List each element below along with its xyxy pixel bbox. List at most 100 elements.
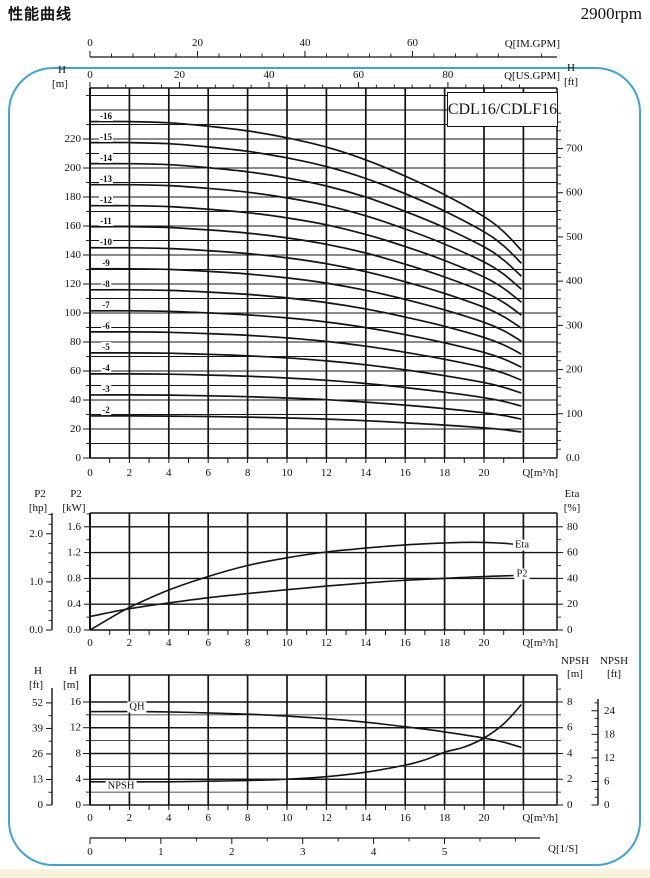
tick-label: 12 (604, 752, 615, 764)
tick-label: 10 (282, 812, 294, 824)
head-curve-stage13 (89, 183, 522, 290)
tick-label: 220 (65, 133, 82, 145)
head-curve-stage9 (89, 267, 522, 342)
head-curve-stage16 (89, 120, 523, 251)
tick-label: 20 (479, 812, 491, 824)
p2-curve (89, 574, 514, 618)
tick-label: 16 (400, 467, 412, 479)
tick-label: 5 (442, 846, 448, 858)
tick-label: 8 (245, 637, 251, 649)
q-im-gpm-axis-label: Q[IM.GPM] (504, 38, 560, 50)
tick-label: 12 (321, 812, 332, 824)
eta-curve (89, 541, 522, 631)
tick-label: 8 (76, 747, 82, 759)
tick-label: 180 (65, 191, 82, 203)
head-curve-stage5 (89, 352, 522, 394)
tick-label: 4 (166, 467, 172, 479)
tick-label: 40 (567, 572, 579, 584)
stage-label--6: -6 (101, 320, 111, 331)
tick-label: 0.0 (29, 624, 43, 636)
tick-label: 12 (321, 467, 332, 479)
tick-label: 18 (604, 728, 616, 740)
q-m3h-axis-label-main: Q[m³/h] (522, 467, 558, 479)
tick-label: 2 (127, 812, 133, 824)
stage-label--12: -12 (99, 194, 113, 205)
tick-label: 52 (32, 697, 43, 709)
tick-label: 6 (205, 637, 211, 649)
tick-label: 1.0 (29, 576, 43, 588)
tick-label: 40 (263, 69, 275, 81)
tick-label: 40 (299, 37, 311, 49)
npsh-m-axis-unit: [m] (567, 668, 583, 680)
tick-label: 18 (439, 637, 451, 649)
tick-label: 2 (229, 846, 235, 858)
head-curve-stage11 (89, 225, 522, 316)
tick-label: 8 (245, 812, 251, 824)
tick-label: 20 (479, 637, 491, 649)
q-ls-axis: 0 1 2 3 4 5 (87, 837, 540, 858)
stage-label--11: -11 (99, 215, 113, 226)
h-ft-axis-unit: [ft] (563, 76, 579, 88)
bottom-h-ft-axis-unit: [ft] (28, 679, 44, 691)
tick-label: 2 (567, 773, 573, 785)
tick-label: 0 (76, 799, 82, 811)
tick-label: 13 (32, 773, 44, 785)
tick-label: 16 (400, 637, 412, 649)
stage-label--8: -8 (101, 278, 111, 289)
tick-label: 10 (282, 637, 294, 649)
p2-kw-axis-unit: [kW] (62, 502, 86, 514)
stage-label--9: -9 (101, 257, 111, 268)
tick-label: 200 (566, 364, 583, 376)
stage-label--3: -3 (101, 383, 111, 394)
tick-label: 80 (70, 336, 82, 348)
tick-label: 6 (567, 722, 573, 734)
page-title: 性能曲线 (8, 5, 73, 23)
q-ls-axis-label: Q[1/S] (548, 843, 578, 855)
npsh-curve (89, 703, 523, 783)
stage-label--16: -16 (99, 110, 113, 121)
stage-label--15: -15 (99, 131, 113, 142)
h-ft-axis-label: H (567, 62, 575, 74)
tick-label: 4 (166, 812, 172, 824)
tick-label: 0 (87, 637, 93, 649)
head-curve-stage2 (89, 415, 522, 433)
scan-edge-strip (0, 869, 650, 878)
bottom-h-m-axis-unit: [m] (63, 679, 79, 691)
tick-label: 0.8 (67, 572, 81, 584)
tick-label: 60 (407, 37, 419, 49)
eta-axis-label: Eta (564, 488, 580, 500)
tick-label: 0.0 (566, 452, 580, 464)
model-name: CDL16/CDLF16 (447, 100, 558, 118)
tick-label: 0.0 (67, 624, 81, 636)
tick-label: 0 (38, 799, 44, 811)
tick-label: 60 (353, 69, 365, 81)
power-efficiency-chart: 0.0 0.4 0.8 1.2 1.6 0.0 1.0 2.0 0 2 4 6 8 10 12 14 16 18 2… (29, 512, 579, 649)
tick-label: 400 (566, 275, 583, 287)
head-curve-stage7 (89, 309, 522, 368)
tick-label: 0 (567, 624, 573, 636)
npsh-curve-label: NPSH (105, 780, 137, 792)
stage-label--13: -13 (99, 173, 113, 184)
eta-curve-label: Eta (513, 539, 531, 551)
tick-label: 0 (87, 846, 93, 858)
head-curve-stage12 (89, 204, 522, 303)
p2-curve-label: P2 (514, 568, 530, 580)
tick-label: 600 (566, 187, 583, 199)
tick-label: 160 (65, 220, 82, 232)
tick-label: 2 (127, 637, 133, 649)
tick-label: 0 (87, 812, 93, 824)
tick-label: 18 (439, 812, 451, 824)
tick-label: 40 (70, 394, 82, 406)
tick-label: 200 (65, 162, 82, 174)
tick-label: 20 (479, 467, 491, 479)
tick-label: 2 (127, 467, 133, 479)
tick-label: 14 (360, 467, 372, 479)
p2-kw-axis-label: P2 (70, 488, 82, 500)
tick-label: 300 (566, 319, 583, 331)
tick-label: 0 (76, 452, 82, 464)
tick-label: 0 (87, 37, 93, 49)
q-m3h-axis-label-bottom: Q[m³/h] (522, 812, 558, 824)
tick-label: 0 (567, 799, 573, 811)
